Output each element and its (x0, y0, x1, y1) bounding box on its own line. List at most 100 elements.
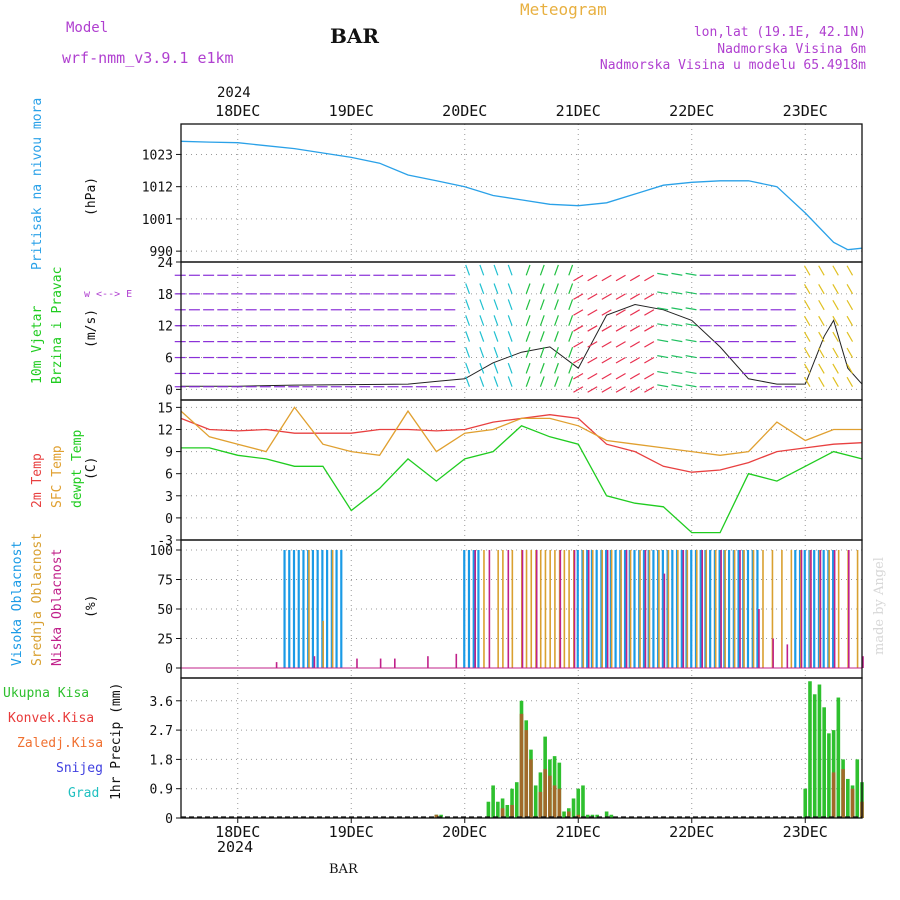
wind-arrow-234 (587, 325, 598, 332)
wind-arrow-372 (832, 347, 839, 358)
wind-arrow-235 (587, 341, 598, 348)
wind-arrow-173 (479, 362, 485, 374)
legend-total-rain: Ukupna Kisa (3, 686, 90, 701)
wind-arrow-191 (507, 264, 513, 276)
wind-arrow-232 (587, 293, 598, 300)
precip-bar-1-5 (529, 759, 533, 818)
wind-arrow-170 (479, 315, 485, 326)
wind-arrow-219 (568, 331, 574, 342)
wind-arrow-355 (803, 331, 811, 342)
precip-bar-1-7 (543, 769, 547, 818)
wind-arrow-230 (573, 386, 584, 393)
wind-arrow-361 (818, 299, 825, 311)
wind-arrow-172 (479, 346, 485, 358)
wind-arrow-376 (846, 284, 854, 295)
wind-arrow-369 (832, 299, 839, 311)
wind-arrow-245 (601, 372, 612, 380)
wind-arrow-271 (644, 274, 655, 282)
bottom-day-label-4: 22DEC (669, 823, 714, 841)
precip-bar-1-14 (841, 769, 845, 818)
wind-arrow-373 (832, 363, 839, 374)
wind-arrow-209 (554, 299, 559, 310)
precip-bar-0-28 (803, 788, 808, 818)
wind-arrow-247 (601, 274, 612, 282)
wind-arrow-207 (539, 264, 545, 276)
top-year-label: 2024 (217, 85, 251, 101)
wind-arrow-265 (644, 309, 655, 316)
precip-bar-0-21 (576, 788, 581, 818)
ytick-label-precip-0: 0 (165, 812, 173, 827)
wind-arrow-286 (671, 384, 683, 388)
wind-arrow-223 (568, 264, 574, 276)
model-name: wrf-nmm_v3.9.1 e1km (62, 49, 234, 67)
wind-arrow-198 (525, 376, 531, 387)
wind-arrow-169 (479, 299, 485, 310)
wind-arrow-281 (671, 307, 683, 311)
wind-arrow-162 (465, 315, 471, 326)
wind-arrow-200 (539, 283, 545, 295)
wind-arrow-224 (573, 293, 584, 300)
precip-bar-0-6 (505, 804, 510, 818)
bottom-year-label: 2024 (217, 838, 254, 856)
series-line-pressure-0 (180, 140, 863, 251)
panel-frame-pressure (180, 123, 863, 263)
wind-arrow-188 (507, 346, 513, 358)
wind-arrow-262 (629, 386, 641, 393)
wind-arrow-379 (846, 331, 854, 342)
elevation-label: Nadmorska Visina 6m (717, 42, 866, 57)
precip-bar-0-29 (808, 681, 812, 818)
wind-arrow-249 (615, 309, 626, 316)
wind-arrow-290 (685, 323, 697, 327)
wind-arrow-357 (803, 363, 811, 374)
footer-station: BAR (329, 862, 358, 877)
wind-arrow-266 (644, 325, 655, 332)
wind-arrow-183 (493, 264, 499, 276)
wind-arrow-291 (685, 339, 697, 343)
top-day-label-5: 23DEC (783, 102, 828, 120)
precip-bar-1-1 (500, 808, 505, 818)
wind-arrow-252 (615, 357, 626, 364)
wind-arrow-222 (568, 376, 574, 387)
bottom-day-label-0: 18DEC (215, 823, 260, 841)
wind-arrow-269 (644, 372, 655, 380)
precip-bar-1-8 (548, 775, 552, 818)
wind-arrow-187 (507, 331, 513, 342)
wind-arrow-190 (507, 376, 513, 387)
wind-arrow-258 (629, 325, 641, 332)
wind-arrow-205 (539, 362, 545, 374)
wind-arrow-248 (615, 293, 626, 300)
wind-arrow-166 (465, 376, 471, 387)
coords-label: lon,lat (19.1E, 42.1N) (693, 25, 866, 40)
station-title: BAR (330, 24, 380, 48)
wind-arrow-354 (803, 315, 811, 326)
ytick-label-clouds-4: 100 (150, 544, 173, 559)
ytick-label-clouds-3: 75 (157, 574, 173, 589)
wind-arrow-227 (573, 341, 584, 348)
precip-bar-0-8 (514, 782, 519, 818)
wind-arrow-380 (846, 347, 854, 358)
ytick-label-pressure-3: 1023 (142, 148, 173, 163)
wind-arrow-278 (657, 384, 669, 388)
wind-arrow-215 (554, 264, 559, 276)
wind-arrow-257 (629, 309, 641, 316)
wind-arrow-273 (657, 307, 669, 311)
wind-arrow-365 (818, 363, 825, 374)
wind-arrow-276 (657, 355, 669, 359)
bottom-day-label-2: 20DEC (442, 823, 487, 841)
wind-arrow-293 (685, 370, 697, 375)
ytick-label-wind-0: 0 (165, 383, 173, 398)
precip-bar-0-22 (581, 785, 585, 818)
wind-arrow-178 (493, 315, 499, 326)
legend-conv-rain: Konvek.Kisa (8, 711, 95, 726)
wind-arrow-192 (525, 283, 531, 295)
precip-bar-0-20 (571, 798, 576, 818)
wind-arrow-186 (507, 315, 513, 326)
wind-arrow-268 (644, 357, 655, 364)
precip-bar-0-12 (533, 785, 538, 818)
wind-arrow-282 (671, 323, 683, 327)
wind-arrow-204 (539, 346, 545, 358)
wind-arrow-287 (671, 272, 683, 276)
wind-arrow-208 (554, 283, 559, 295)
ytick-label-wind-1: 6 (165, 352, 173, 367)
